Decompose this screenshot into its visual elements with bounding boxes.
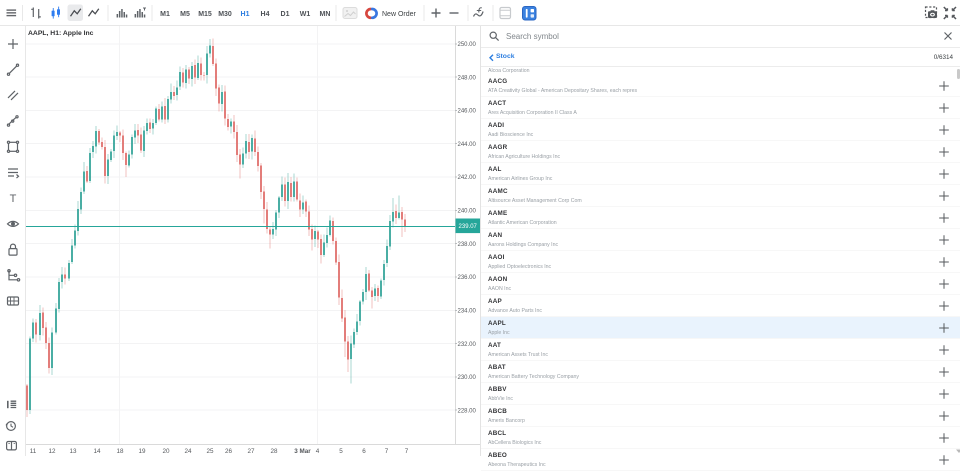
svg-text:D1: D1: [281, 11, 290, 18]
svg-text:4: 4: [316, 448, 320, 455]
svg-text:New Order: New Order: [382, 11, 417, 18]
svg-text:H4: H4: [261, 11, 270, 18]
svg-text:26: 26: [225, 448, 233, 455]
svg-text:24: 24: [184, 448, 192, 455]
svg-text:12: 12: [48, 448, 56, 455]
svg-text:14: 14: [93, 448, 101, 455]
svg-text:27: 27: [247, 448, 255, 455]
svg-text:6: 6: [362, 448, 366, 455]
svg-text:13: 13: [69, 448, 77, 455]
svg-text:248.00: 248.00: [458, 75, 477, 81]
svg-text:238.00: 238.00: [458, 242, 477, 248]
svg-text:7: 7: [405, 448, 409, 455]
svg-text:W1: W1: [300, 11, 311, 18]
svg-text:246.00: 246.00: [458, 109, 477, 115]
svg-text:11: 11: [30, 448, 37, 455]
svg-text:232.00: 232.00: [458, 342, 477, 348]
svg-text:244.00: 244.00: [458, 142, 477, 148]
svg-text:5: 5: [339, 448, 343, 455]
svg-text:M15: M15: [198, 11, 212, 18]
svg-text:19: 19: [138, 448, 146, 455]
svg-text:18: 18: [116, 448, 124, 455]
svg-text:242.00: 242.00: [458, 175, 477, 181]
svg-text:M1: M1: [160, 11, 170, 18]
svg-text:28: 28: [270, 448, 278, 455]
svg-text:7: 7: [385, 448, 389, 455]
svg-text:234.00: 234.00: [458, 309, 477, 315]
svg-text:H1: H1: [241, 11, 250, 18]
svg-text:20: 20: [162, 448, 170, 455]
svg-text:25: 25: [206, 448, 214, 455]
svg-text:MN: MN: [320, 11, 331, 18]
svg-text:239.07: 239.07: [459, 224, 478, 230]
svg-text:236.00: 236.00: [458, 275, 477, 281]
svg-text:250.00: 250.00: [458, 42, 477, 48]
svg-text:M5: M5: [180, 11, 190, 18]
svg-text:240.00: 240.00: [458, 209, 477, 215]
svg-text:230.00: 230.00: [458, 375, 477, 381]
svg-text:T: T: [10, 193, 17, 205]
svg-text:3 Mar: 3 Mar: [294, 448, 311, 455]
svg-text:228.00: 228.00: [458, 408, 477, 414]
svg-text:M30: M30: [218, 11, 232, 18]
